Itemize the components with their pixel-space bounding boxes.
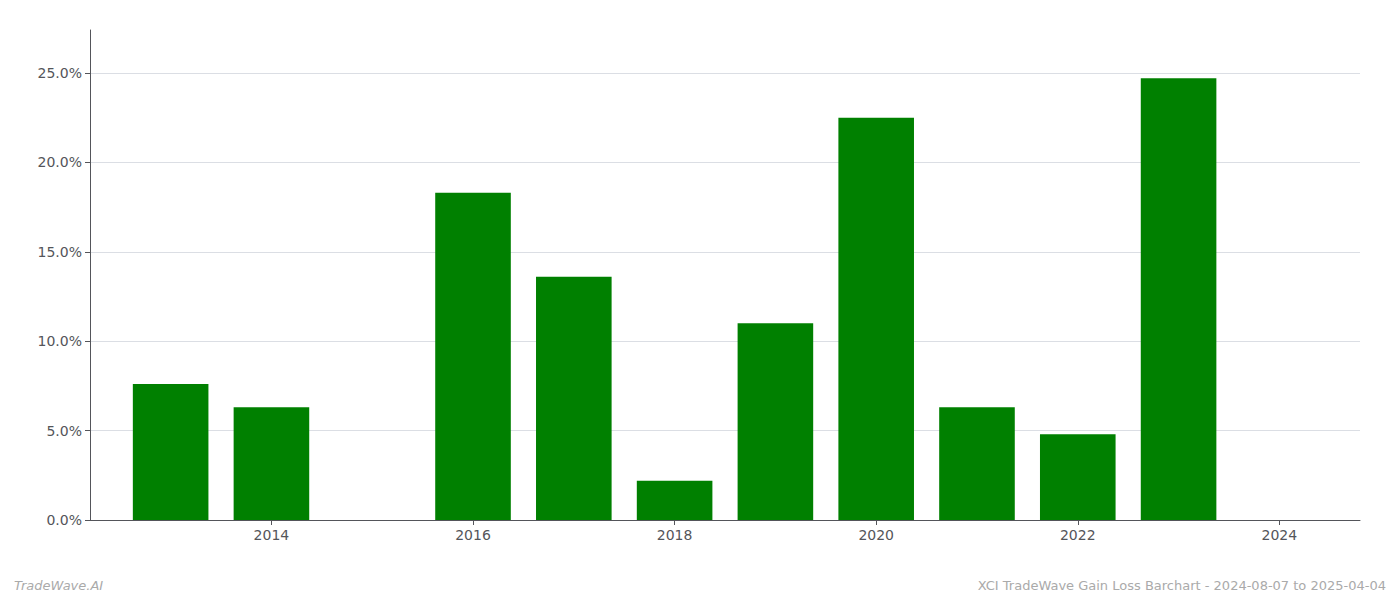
svg-text:2024: 2024 — [1262, 527, 1298, 543]
svg-text:25.0%: 25.0% — [38, 65, 82, 81]
svg-text:2018: 2018 — [657, 527, 693, 543]
svg-text:XCI TradeWave Gain Loss Barcha: XCI TradeWave Gain Loss Barchart - 2024-… — [978, 578, 1386, 593]
svg-text:2020: 2020 — [858, 527, 894, 543]
svg-text:2016: 2016 — [455, 527, 491, 543]
svg-text:10.0%: 10.0% — [38, 333, 82, 349]
svg-text:0.0%: 0.0% — [46, 512, 82, 528]
svg-text:20.0%: 20.0% — [38, 154, 82, 170]
svg-text:5.0%: 5.0% — [46, 423, 82, 439]
svg-text:15.0%: 15.0% — [38, 244, 82, 260]
svg-text:TradeWave.AI: TradeWave.AI — [14, 578, 103, 593]
svg-text:2022: 2022 — [1060, 527, 1096, 543]
svg-text:2014: 2014 — [254, 527, 290, 543]
